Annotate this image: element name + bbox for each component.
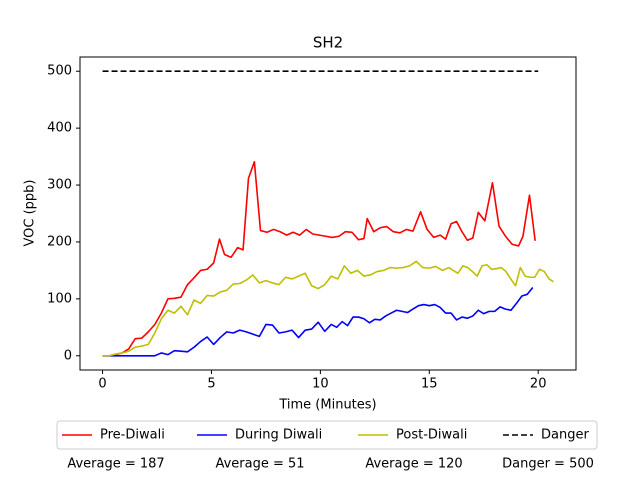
chart-title: SH2 [313,34,343,52]
x-tick-label: 10 [312,377,329,392]
legend-label: Danger [541,428,589,443]
legend-box [56,420,598,450]
y-tick-label: 300 [47,178,72,193]
y-tick-label: 500 [47,64,72,79]
y-tick-label: 0 [64,348,72,363]
annotation: Average = 51 [215,457,304,472]
x-tick-label: 20 [530,377,547,392]
annotation: Average = 120 [365,457,462,472]
line-series [102,286,534,357]
y-tick-label: 200 [47,234,72,249]
y-tick-label: 100 [47,291,72,306]
x-axis-label: Time (Minutes) [278,398,376,413]
x-tick-label: 15 [421,377,438,392]
legend-label: Pre-Diwali [100,428,165,443]
line-series [102,260,554,357]
plot-frame [79,56,577,371]
legend-label: Post-Diwali [396,428,467,443]
annotation: Average = 187 [67,457,164,472]
x-tick-label: 5 [207,377,215,392]
legend-label: During Diwali [235,428,322,443]
line-series [102,160,536,357]
y-axis-label: VOC (ppb) [23,179,38,246]
y-tick-label: 400 [47,121,72,136]
annotation: Danger = 500 [502,457,594,472]
x-tick-label: 0 [98,377,106,392]
